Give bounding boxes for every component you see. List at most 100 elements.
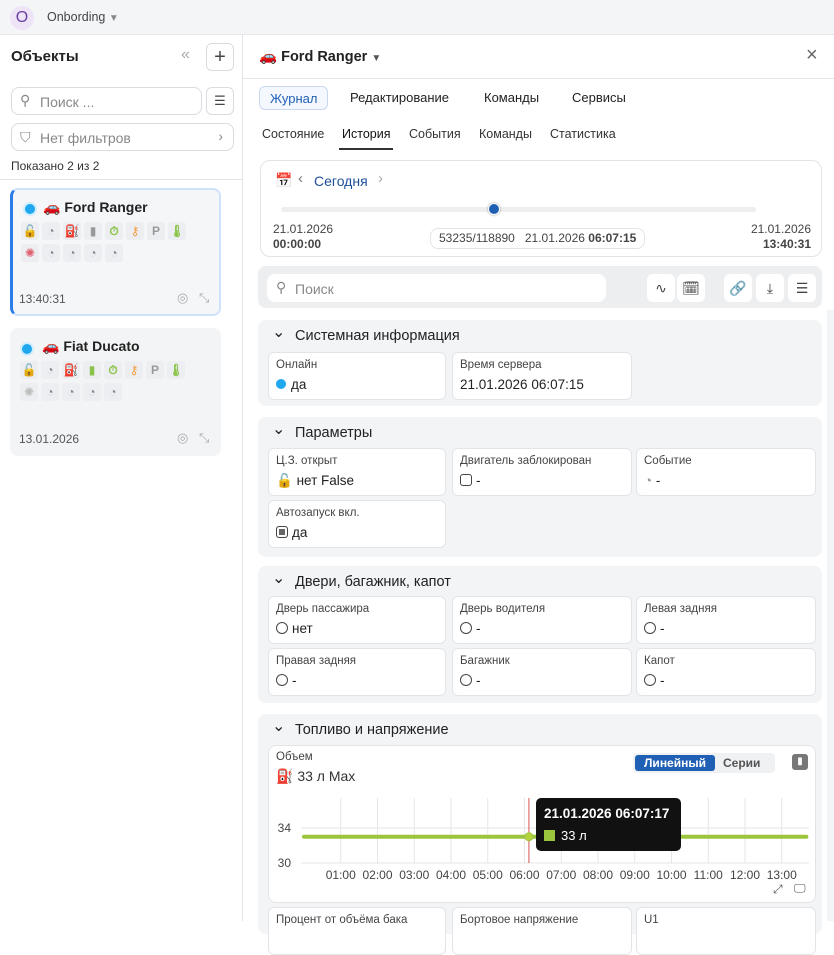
gauge-icon: ◔: [42, 222, 60, 240]
filter-settings-button[interactable]: ☰: [206, 87, 234, 115]
online-status-dot: [23, 202, 37, 216]
field-voltage: Бортовое напряжение: [452, 907, 632, 955]
settings-sliders-icon[interactable]: ☰: [788, 274, 816, 302]
field-value: нет: [292, 621, 313, 636]
checkbox-icon: [276, 674, 288, 686]
workspace-avatar[interactable]: O: [10, 6, 34, 30]
section-title[interactable]: Параметры: [272, 419, 372, 441]
tooltip-time: 21.01.2026 06:07:17: [544, 806, 669, 821]
section-title[interactable]: Двери, багажник, капот: [272, 568, 451, 590]
signal-bars-icon[interactable]: ▮: [792, 754, 808, 770]
checkbox-icon: [460, 474, 472, 486]
fuel-icon: ⛽: [63, 222, 81, 240]
locate-icon[interactable]: ◎: [177, 290, 189, 305]
collapse-arrows-icon[interactable]: ⤡: [199, 290, 210, 305]
field-label: Ц.З. открыт: [276, 455, 338, 467]
chart-value: 33 л Max: [297, 768, 356, 784]
stopwatch-icon: ⏱: [105, 222, 123, 240]
gauge-icon: ◔: [62, 383, 80, 401]
workspace-selector[interactable]: Onbording ▼: [47, 10, 119, 24]
sensor-icons: 🔓 ◔ ⛽ ▮ ⏱ ⚷ P 🌡 ✺ ◔ ◔ ◔ ◔: [20, 361, 220, 401]
subtab-commands[interactable]: Команды: [479, 127, 532, 141]
cursor-point: [524, 832, 534, 842]
route-icon[interactable]: ∿: [647, 274, 675, 302]
x-tick-label: 01:00: [326, 868, 356, 882]
current-date: 21.01.2026: [524, 231, 585, 245]
history-search-input[interactable]: ⚲ Поиск: [267, 274, 606, 302]
start-date: 21.01.2026: [273, 222, 334, 236]
tab-edit[interactable]: Редактирование: [350, 90, 450, 105]
subtab-statistics[interactable]: Статистика: [550, 127, 616, 141]
object-title[interactable]: 🚗 Ford Ranger ▼: [259, 48, 381, 65]
prev-day-icon[interactable]: ‹: [298, 170, 303, 187]
field-driver-door: Дверь водителя -: [452, 596, 632, 644]
section-title[interactable]: Системная информация: [272, 322, 460, 344]
checkbox-icon: [276, 622, 288, 634]
online-status-dot: [276, 379, 286, 389]
download-icon[interactable]: ⤓: [756, 274, 784, 302]
workspace-name: Onbording: [47, 10, 106, 24]
car-icon: 🚗: [42, 338, 60, 354]
lock-icon: 🔓: [20, 361, 38, 379]
stopwatch-icon: ⏱: [104, 361, 122, 379]
x-tick-label: 08:00: [583, 868, 613, 882]
field-trunk: Багажник -: [452, 648, 632, 696]
field-tank-percent: Процент от объёма бака: [268, 907, 446, 955]
start-time: 00:00:00: [273, 237, 322, 251]
section-title[interactable]: Топливо и напряжение: [272, 716, 449, 738]
subtab-history[interactable]: История: [339, 127, 394, 150]
fullscreen-icon[interactable]: ⤢: [773, 882, 783, 896]
calendar-clear-icon[interactable]: 🗓: [677, 274, 705, 302]
filter-selector[interactable]: ⛉ Нет фильтров ›: [11, 123, 234, 151]
funnel-icon: ⛉: [20, 129, 31, 145]
chart-screen-icon[interactable]: 🖵: [794, 881, 806, 895]
x-tick-label: 02:00: [362, 868, 392, 882]
x-tick-label: 12:00: [730, 868, 760, 882]
timeline-slider-handle[interactable]: [487, 203, 500, 215]
search-icon: ⚲: [276, 279, 287, 295]
caret-down-icon: ▼: [371, 53, 382, 64]
collapse-icon[interactable]: «: [181, 46, 190, 63]
collapse-arrows-icon[interactable]: ⤡: [199, 430, 210, 445]
link-icon[interactable]: 🔗: [724, 274, 752, 302]
online-status-dot: [20, 342, 34, 356]
fuel-chart[interactable]: 01:00 02:00 03:00 04:00 05:00 06:00 07:00 08:00…: [269, 746, 817, 904]
mode-linear-button[interactable]: Линейный: [635, 755, 715, 771]
top-bar: O Onbording ▼: [0, 0, 834, 35]
objects-panel: Объекты « + ⚲ Поиск ... ☰ ⛉ Нет фильтров…: [0, 35, 243, 921]
alarm-icon: ✺: [20, 383, 38, 401]
field-online: Онлайн да: [268, 352, 446, 400]
checkbox-icon: [644, 674, 656, 686]
x-tick-label: 09:00: [620, 868, 650, 882]
add-object-button[interactable]: +: [206, 43, 234, 71]
next-day-icon[interactable]: ›: [378, 170, 383, 187]
tab-services[interactable]: Сервисы: [572, 90, 626, 105]
object-card[interactable]: 🚗 Fiat Ducato 🔓 ◔ ⛽ ▮ ⏱ ⚷ P 🌡 ✺ ◔ ◔ ◔ ◔ 13.01.2026 …: [10, 328, 221, 456]
calendar-icon[interactable]: 📅: [275, 172, 293, 188]
object-name-text: Fiat Ducato: [63, 338, 140, 354]
scrollbar[interactable]: [827, 310, 834, 921]
chart-label: Объем: [276, 751, 313, 763]
object-card[interactable]: 🚗 Ford Ranger 🔓 ◔ ⛽ ▮ ⏱ ⚷ P 🌡 ✺ ◔ ◔ ◔ ◔ 13:40:31 ◎ …: [10, 188, 221, 316]
search-input[interactable]: ⚲ Поиск ...: [11, 87, 202, 115]
locate-icon[interactable]: ◎: [177, 430, 189, 445]
caret-down-icon: ▼: [108, 13, 119, 24]
parking-icon: P: [147, 222, 165, 240]
record-position: 53235/118890: [439, 231, 515, 245]
timeline-slider[interactable]: [281, 203, 756, 215]
tab-journal[interactable]: Журнал: [259, 86, 329, 110]
last-update: 13.01.2026: [19, 432, 80, 446]
tab-commands[interactable]: Команды: [484, 90, 540, 105]
object-name: 🚗 Fiat Ducato: [42, 338, 140, 355]
close-icon[interactable]: ×: [806, 44, 818, 66]
x-tick-label: 13:00: [767, 868, 797, 882]
field-value: -: [292, 673, 297, 688]
section-title-text: Двери, багажник, капот: [295, 574, 451, 590]
field-label: Правая задняя: [276, 655, 357, 667]
end-date: 21.01.2026: [750, 222, 811, 236]
mode-series-button[interactable]: Серии: [723, 756, 761, 770]
subtab-events[interactable]: События: [409, 127, 461, 141]
section-title-text: Системная информация: [295, 328, 460, 344]
subtab-state[interactable]: Состояние: [262, 127, 325, 141]
period-label[interactable]: Сегодня: [314, 173, 368, 189]
